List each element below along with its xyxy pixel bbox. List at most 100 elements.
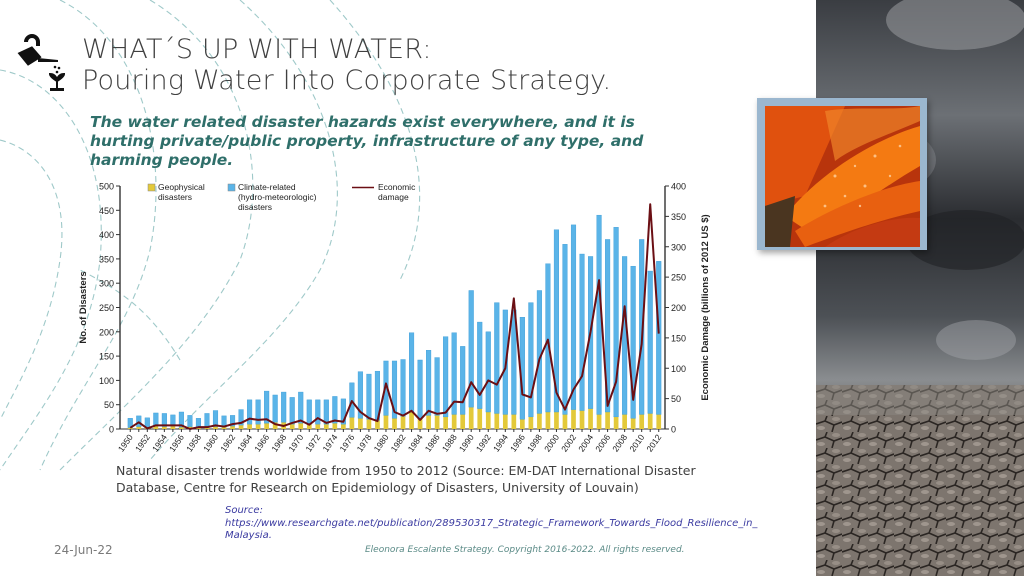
source-link-cont[interactable]: Malaysia. (225, 530, 272, 541)
x-tick-label: 1994 (491, 432, 510, 453)
bar-climate (460, 346, 466, 415)
copyright-notice: Eleonora Escalante Strategy. Copyright 2… (365, 545, 685, 555)
bar-climate (238, 409, 244, 426)
bar-climate (409, 332, 415, 413)
bar-geophysical (468, 407, 474, 429)
bar-geophysical (323, 424, 329, 429)
orange-flower-photo (765, 106, 920, 247)
bar-climate (255, 399, 261, 425)
x-tick-label: 2008 (610, 432, 629, 453)
slide-date: 24-Jun-22 (54, 543, 113, 557)
title-line-2: Pouring Water Into Corporate Strategy. (82, 65, 612, 96)
bar-climate (161, 413, 167, 427)
bar-climate (357, 371, 363, 419)
decorative-contour-lines (0, 0, 421, 471)
y-axis-label: No. of Disasters (78, 271, 89, 343)
bar-climate (613, 227, 619, 418)
x-tick-label: 1960 (201, 432, 220, 453)
bar-geophysical (409, 411, 414, 429)
bar-geophysical (494, 413, 500, 429)
bar-geophysical (358, 418, 363, 429)
source-link[interactable]: https://www.researchgate.net/publication… (225, 517, 758, 529)
watering-can-plant-icon (17, 34, 66, 91)
y-tick-label: 100 (99, 376, 114, 386)
y2-tick-label: 100 (671, 364, 686, 374)
bar-climate (204, 413, 210, 427)
bar-climate (272, 394, 278, 423)
y2-tick-label: 300 (671, 242, 686, 252)
legend-label: Climate-related (238, 182, 296, 192)
x-tick-label: 1982 (389, 432, 408, 453)
y-tick-label: 150 (99, 352, 114, 362)
bar-climate (281, 391, 287, 423)
bar-geophysical (460, 414, 466, 429)
y-tick-label: 400 (99, 230, 114, 240)
bar-geophysical (383, 415, 389, 429)
bar-climate (528, 302, 534, 418)
x-tick-label: 1970 (286, 432, 305, 453)
line-economic-damage (129, 203, 660, 430)
y2-tick-label: 400 (671, 182, 686, 192)
y-tick-label: 500 (99, 182, 114, 192)
x-tick-label: 2012 (644, 432, 663, 453)
x-tick-label: 1992 (474, 432, 493, 453)
bar-geophysical (596, 414, 602, 429)
bar-climate (417, 359, 423, 419)
x-tick-label: 1966 (252, 432, 271, 453)
bar-climate (434, 357, 440, 416)
bar-geophysical (417, 418, 423, 429)
y-tick-label: 300 (99, 279, 114, 289)
page-title: WHAT´S UP WITH WATER: Pouring Water Into… (82, 34, 611, 96)
bar-climate (230, 415, 236, 427)
bar-geophysical (477, 408, 483, 429)
bar-climate (494, 302, 500, 414)
bar-climate (622, 256, 628, 415)
bar-climate (553, 229, 559, 413)
flower-photo-frame (757, 98, 927, 250)
bar-climate (315, 399, 321, 425)
bar-climate (323, 399, 329, 425)
legend-label: Economic (378, 182, 416, 192)
bar-geophysical (579, 410, 585, 429)
bar-geophysical (349, 417, 355, 429)
bar-geophysical (485, 411, 491, 429)
bar-climate (289, 397, 295, 425)
y-tick-label: 50 (104, 400, 114, 410)
x-tick-label: 1964 (235, 432, 254, 453)
bar-climate (511, 309, 517, 415)
bar-geophysical (341, 424, 346, 429)
bar-geophysical (289, 424, 295, 429)
bar-climate (570, 224, 577, 410)
bar-climate (579, 253, 585, 411)
title-line-1: WHAT´S UP WITH WATER: (82, 34, 432, 65)
y-tick-label: 250 (99, 303, 114, 313)
bar-geophysical (272, 422, 278, 429)
bar-geophysical (400, 416, 406, 429)
legend-label: disasters (238, 202, 272, 212)
storm-cracked-earth-photo (816, 0, 1024, 576)
y-tick-label: 350 (99, 254, 114, 264)
bar-geophysical (537, 413, 542, 429)
bar-climate (468, 290, 474, 408)
x-tick-label: 1958 (184, 432, 203, 453)
x-tick-label: 1976 (337, 432, 356, 453)
legend-label: damage (378, 192, 409, 202)
bar-geophysical (306, 424, 312, 429)
chart-caption: Natural disaster trends worldwide from 1… (116, 463, 696, 495)
bar-geophysical (315, 424, 321, 429)
bar-geophysical (332, 423, 338, 429)
bar-geophysical (426, 415, 431, 429)
bar-geophysical (605, 411, 610, 429)
bar-geophysical (136, 426, 142, 429)
legend-label: Geophysical (158, 182, 205, 192)
bar-climate (187, 415, 193, 427)
bar-geophysical (545, 411, 551, 429)
x-tick-label: 1978 (355, 432, 374, 453)
bar-geophysical (255, 424, 261, 429)
x-tick-label: 1968 (269, 432, 288, 453)
bar-geophysical (554, 411, 559, 429)
bar-climate (426, 350, 432, 416)
x-tick-label: 2000 (542, 432, 561, 453)
bar-geophysical (511, 414, 517, 429)
bar-geophysical (656, 414, 662, 429)
